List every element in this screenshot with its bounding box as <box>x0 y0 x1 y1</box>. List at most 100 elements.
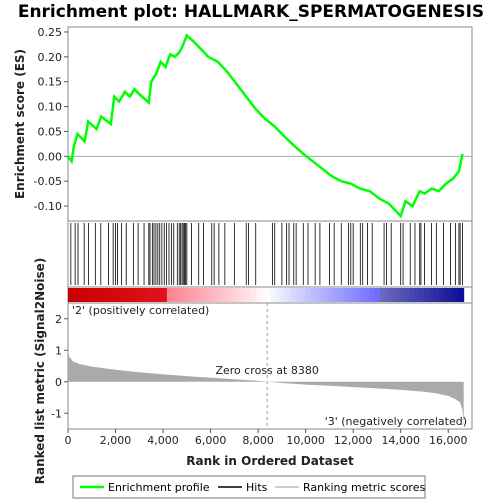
color-bar-segment <box>359 288 366 302</box>
color-bar-segment <box>132 288 138 302</box>
color-bar-segment <box>221 288 227 302</box>
es-y-axis: -0.10 -0.05 0.00 0.05 0.10 0.15 0.20 0.25 <box>34 26 68 213</box>
metric-x-tick-label: 2,000 <box>100 434 132 447</box>
color-bar-segment <box>280 288 287 302</box>
color-bar-segment <box>92 288 99 302</box>
metric-x-tick-label: 0 <box>65 434 72 447</box>
color-bar-segment <box>364 288 371 302</box>
color-bar-segment <box>97 288 104 302</box>
correlation-color-bar-panel <box>67 286 473 304</box>
color-bar-segment <box>122 288 128 302</box>
ranked-metric-panel: Zero cross at 8380 '2' (positively corre… <box>33 258 473 485</box>
color-bar-segment <box>157 288 163 302</box>
metric-y-tick-label: 0 <box>55 376 62 389</box>
metric-y-tick-label: 1 <box>55 344 62 357</box>
metric-x-tick-label: 10,000 <box>286 434 325 447</box>
zero-cross-label: Zero cross at 8380 <box>215 364 318 377</box>
negative-correlation-label: '3' (negatively correlated) <box>325 415 467 428</box>
color-bar-segment <box>453 288 460 302</box>
metric-y-tick-label: -1 <box>51 407 62 420</box>
color-bar-segment <box>325 288 331 302</box>
color-bar-segment <box>379 288 386 302</box>
color-bar-segment <box>186 288 193 302</box>
metric-x-tick-label: 14,000 <box>381 434 420 447</box>
ranking-metric-area <box>68 350 464 428</box>
color-bar-segment <box>320 288 326 302</box>
color-bar-segment <box>171 288 178 302</box>
color-bar-segment <box>191 288 198 302</box>
color-bar-segment <box>166 288 173 302</box>
color-bar-segment <box>68 288 74 302</box>
color-bar-segment <box>236 288 242 302</box>
color-bar-segment <box>107 288 114 302</box>
metric-plot-frame <box>67 302 473 430</box>
color-bar-segment <box>384 288 390 302</box>
color-bar-segment <box>300 288 306 302</box>
color-bar-segment <box>181 288 188 302</box>
es-y-tick-label: 0.15 <box>38 76 63 89</box>
color-bar-segment <box>142 288 148 302</box>
metric-x-axis: 0 2,000 4,000 6,000 8,000 10,000 12,000 14,000 1… <box>65 429 468 447</box>
color-bar-segment <box>354 288 361 302</box>
color-bar-segment <box>201 288 207 302</box>
es-y-tick-label: -0.10 <box>34 200 62 213</box>
metric-x-tick-label: 8,000 <box>242 434 274 447</box>
es-y-tick-label: 0.10 <box>38 101 63 114</box>
color-bar-segment <box>265 288 272 302</box>
color-bar-segment <box>349 288 356 302</box>
color-bar-segment <box>310 288 316 302</box>
color-bar-segment <box>161 288 168 302</box>
color-bar-segment <box>443 288 450 302</box>
color-bar-segment <box>330 288 336 302</box>
color-bar-segment <box>399 288 405 302</box>
color-bar-segment <box>448 288 455 302</box>
color-bar-segment <box>196 288 203 302</box>
color-bar-segment <box>295 288 301 302</box>
color-bar-segment <box>369 288 376 302</box>
color-bar-segment <box>147 288 153 302</box>
color-bar-segment <box>389 288 395 302</box>
color-bar-segment <box>438 288 445 302</box>
color-bar-segment <box>305 288 311 302</box>
color-bar-segment <box>231 288 237 302</box>
color-bar-segment <box>260 288 267 302</box>
color-bar-segment <box>424 288 430 302</box>
color-bar-segment <box>344 288 351 302</box>
color-bar-segment <box>82 288 89 302</box>
legend-label-hits: Hits <box>246 481 268 494</box>
color-bar-segment <box>127 288 133 302</box>
enrichment-score-panel: -0.10 -0.05 0.00 0.05 0.10 0.15 0.20 0.25 Enric… <box>13 26 473 222</box>
color-bar-segment <box>72 288 79 302</box>
legend-label-ranking-metric: Ranking metric scores <box>303 481 425 494</box>
es-y-axis-title: Enrichment score (ES) <box>13 49 27 199</box>
metric-x-tick-label: 6,000 <box>195 434 227 447</box>
color-bar-segment <box>270 288 277 302</box>
legend: Enrichment profile Hits Ranking metric s… <box>72 475 426 499</box>
es-y-tick-label: 0.20 <box>38 51 63 64</box>
metric-x-tick-label: 4,000 <box>147 434 179 447</box>
color-bar-segment <box>404 288 410 302</box>
color-bar-segment <box>251 288 257 302</box>
color-bar-segment <box>102 288 109 302</box>
metric-x-tick-label: 16,000 <box>429 434 468 447</box>
color-bar-segment <box>275 288 282 302</box>
color-bar-segment <box>87 288 94 302</box>
metric-x-tick-label: 12,000 <box>334 434 373 447</box>
color-bar-segment <box>340 288 346 302</box>
metric-y-tick-label: 2 <box>55 313 62 326</box>
es-y-tick-label: 0.05 <box>38 125 63 138</box>
metric-y-axis-title: Ranked list metric (Signal2Noise) <box>33 258 47 485</box>
chart-title: Enrichment plot: HALLMARK_SPERMATOGENESI… <box>18 2 484 22</box>
color-bar-segment <box>419 288 425 302</box>
color-bar-segment <box>226 288 232 302</box>
color-bar-segment <box>206 288 212 302</box>
color-bar-segment <box>216 288 222 302</box>
color-bar-segment <box>434 288 440 302</box>
color-bar-segment <box>112 288 118 302</box>
color-bar-segment <box>211 288 217 302</box>
es-y-tick-label: 0.25 <box>38 26 63 39</box>
color-bar-segment <box>255 288 262 302</box>
color-bar-segment <box>246 288 252 302</box>
color-bar-segment <box>414 288 420 302</box>
